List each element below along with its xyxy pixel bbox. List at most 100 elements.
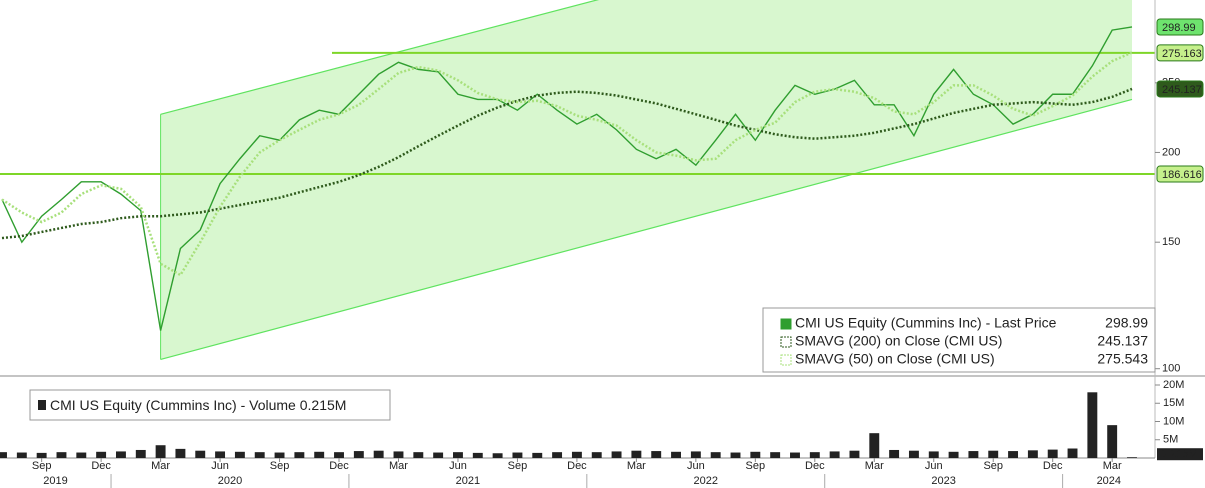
x-tick-label: Dec [329, 460, 349, 472]
volume-bar [790, 452, 800, 458]
x-tick-label: Mar [627, 460, 646, 472]
volume-bar [512, 452, 523, 458]
legend-name: CMI US Equity (Cummins Inc) - Volume [50, 397, 296, 413]
legend-swatch [780, 336, 792, 348]
value-tag-label: 245.137 [1162, 84, 1202, 96]
year-label: 2023 [931, 475, 955, 487]
value-tag-label: 0.215M [1161, 448, 1198, 460]
volume-bar [730, 452, 741, 458]
volume-bar [393, 451, 404, 458]
volume-bar [988, 450, 999, 458]
volume-bar [1047, 449, 1058, 458]
volume-bar [334, 452, 344, 458]
x-tick-label: Dec [1043, 460, 1063, 472]
volume-bar [314, 451, 325, 458]
x-tick-label: Mar [151, 460, 170, 472]
legend-label: CMI US Equity (Cummins Inc) - Last Price [795, 315, 1057, 331]
channel-line [160, 98, 1133, 361]
volume-bar [215, 451, 226, 458]
volume-bar [76, 452, 87, 458]
x-tick-label: Jun [449, 460, 467, 472]
year-label: 2024 [1097, 475, 1121, 487]
volume-bar [750, 451, 761, 458]
y-tick-label: 100 [1162, 363, 1180, 375]
volume-bar [710, 452, 721, 458]
volume-bar [274, 452, 285, 458]
volume-bar [56, 452, 67, 458]
price-plot [0, 0, 1155, 361]
y2-tick-label: 10M [1163, 415, 1184, 427]
y2-tick-label: 20M [1163, 379, 1184, 391]
value-tag [1157, 448, 1203, 461]
volume-bar [36, 452, 47, 458]
year-label: 2019 [43, 475, 67, 487]
volume-bar [96, 451, 107, 458]
x-tick-label: Jun [211, 460, 229, 472]
volume-bar [552, 452, 563, 458]
y2-tick-label: 5M [1163, 434, 1178, 446]
x-tick-label: Dec [91, 460, 111, 472]
y-tick-label: 200 [1162, 146, 1180, 158]
volume-bar [433, 452, 444, 458]
volume-bar [651, 451, 662, 458]
channel-line [160, 0, 600, 115]
volume-bar [155, 445, 166, 458]
volume-bar [234, 451, 245, 458]
legend-value: 0.215M [300, 397, 347, 413]
x-tick-label: Sep [983, 460, 1003, 472]
x-tick-label: Jun [687, 460, 705, 472]
volume-bar [1027, 450, 1038, 458]
year-label: 2020 [218, 475, 242, 487]
volume-bar [472, 452, 483, 458]
volume-bar [829, 451, 840, 458]
value-tag-label: 275.163 [1162, 48, 1202, 60]
year-label: 2021 [456, 475, 480, 487]
volume-bar [413, 452, 424, 458]
volume-bar [16, 452, 27, 458]
legend-box [762, 307, 1156, 373]
volume-bar [671, 451, 681, 458]
overlay: 100150200250298.99275.163245.137186.616C… [0, 18, 1204, 488]
series-line [1, 87, 1133, 240]
series-line [1, 51, 1133, 277]
volume-bar [135, 449, 146, 458]
series-line [1, 26, 1133, 331]
legend-label: SMAVG (50) on Close (CMI US) [795, 351, 995, 367]
legend-value: 245.137 [1097, 333, 1148, 349]
x-tick-label: Sep [32, 460, 52, 472]
x-tick-label: Mar [389, 460, 408, 472]
legend-swatch [38, 400, 46, 410]
x-tick-label: Mar [865, 460, 884, 472]
y2-tick-label: 15M [1163, 397, 1184, 409]
x-tick-label: Sep [270, 460, 290, 472]
volume-bar [294, 452, 305, 458]
value-tag-label: 298.99 [1162, 22, 1196, 34]
volume-bar [889, 449, 900, 458]
legend-value: 298.99 [1105, 315, 1148, 331]
volume-bar [611, 451, 622, 458]
year-label: 2022 [694, 475, 718, 487]
volume-bar [492, 453, 503, 458]
legend-label: CMI US Equity (Cummins Inc) - Volume 0.2… [50, 397, 346, 413]
x-tick-label: Dec [567, 460, 587, 472]
volume-bar [254, 452, 265, 458]
value-tag [1156, 80, 1204, 98]
volume-bar [849, 450, 860, 458]
value-tag [1156, 44, 1204, 62]
volume-bar [1127, 457, 1137, 458]
volume-bar [1087, 392, 1098, 458]
volume-bar [115, 451, 126, 458]
x-tick-label: Sep [508, 460, 528, 472]
x-tick-label: Jun [925, 460, 943, 472]
legend-label: SMAVG (200) on Close (CMI US) [795, 333, 1002, 349]
y-tick-label: 150 [1162, 236, 1180, 248]
x-tick-label: Mar [1103, 460, 1122, 472]
volume-bar [453, 452, 463, 458]
x-tick-label: Dec [805, 460, 825, 472]
volume-bar [690, 451, 701, 458]
legend-value: 275.543 [1097, 351, 1148, 367]
value-tag [1156, 18, 1204, 36]
x-tick-label: Sep [746, 460, 766, 472]
volume-bar [809, 452, 820, 458]
